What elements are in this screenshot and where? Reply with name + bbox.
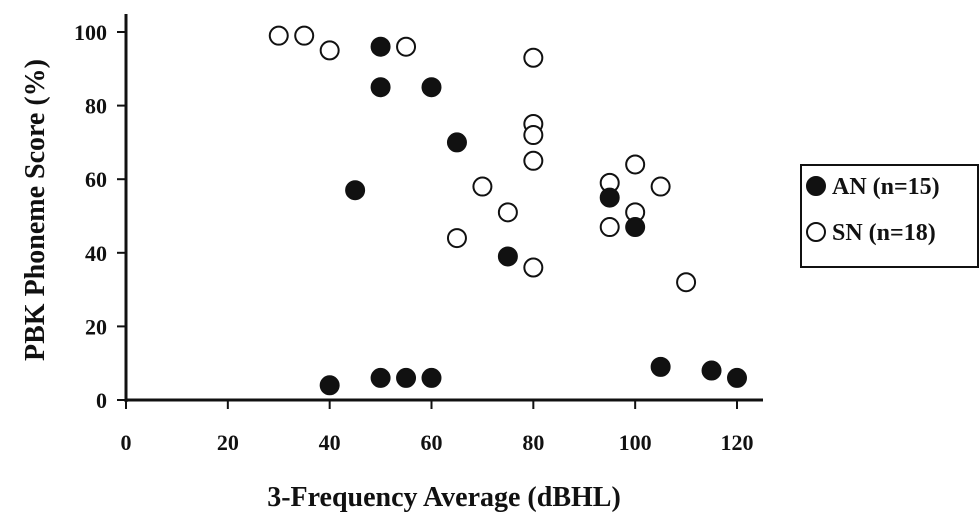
an-data-point — [396, 367, 417, 388]
x-tick-label: 20 — [217, 430, 239, 455]
x-tick-label: 40 — [319, 430, 341, 455]
y-axis-ticks: 0 20 40 60 80 100 — [74, 20, 126, 413]
x-tick-label: 100 — [619, 430, 652, 455]
sn-data-point — [396, 36, 417, 57]
legend-label-sn: SN (n=18) — [832, 220, 936, 246]
sn-data-point — [676, 272, 697, 293]
sn-data-point — [523, 150, 544, 171]
an-data-point — [370, 367, 391, 388]
an-data-point — [319, 375, 340, 396]
y-tick-label: 60 — [85, 167, 107, 192]
sn-data-point — [294, 25, 315, 46]
an-data-point — [727, 367, 747, 388]
x-tick-label: 80 — [522, 430, 544, 455]
sn-data-point — [523, 257, 544, 278]
sn-data-point — [523, 47, 544, 68]
sn-data-point — [472, 176, 493, 197]
y-tick-label: 40 — [85, 241, 107, 266]
y-tick-label: 20 — [85, 314, 107, 339]
y-tick-label: 80 — [85, 94, 107, 119]
sn-data-point — [625, 154, 646, 175]
x-tick-label: 60 — [421, 430, 443, 455]
an-data-point — [497, 246, 518, 267]
an-data-point — [421, 367, 442, 388]
legend-box — [800, 164, 979, 268]
legend-label-an: AN (n=15) — [832, 174, 940, 200]
y-tick-label: 100 — [74, 20, 107, 45]
an-data-point — [345, 180, 366, 201]
axes: 0 20 40 60 80 100 120 0 20 40 60 80 100 — [74, 14, 763, 455]
an-data-point — [446, 132, 467, 153]
y-tick-label: 0 — [96, 388, 107, 413]
sn-data-point — [268, 25, 289, 46]
an-data-point — [370, 36, 391, 57]
sn-data-point — [599, 217, 620, 238]
an-data-point — [599, 187, 620, 208]
sn-data-point — [497, 202, 518, 223]
x-tick-label: 0 — [121, 430, 132, 455]
legend: AN (n=15) SN (n=18) — [800, 164, 979, 268]
sn-data-point — [650, 176, 671, 197]
an-data-point — [625, 217, 646, 238]
data-points — [268, 25, 747, 396]
legend-marker-an — [806, 176, 826, 196]
an-data-point — [701, 360, 722, 381]
legend-marker-sn — [806, 222, 826, 242]
sn-data-point — [523, 125, 544, 146]
an-data-point — [650, 356, 671, 377]
an-data-point — [421, 77, 442, 98]
y-axis-title: PBK Phoneme Score (%) — [20, 59, 51, 361]
x-axis-title: 3-Frequency Average (dBHL) — [267, 482, 621, 513]
an-data-point — [370, 77, 391, 98]
sn-data-point — [446, 228, 467, 249]
x-tick-label: 120 — [721, 430, 754, 455]
x-axis-ticks: 0 20 40 60 80 100 120 — [121, 400, 754, 455]
sn-data-point — [319, 40, 340, 61]
